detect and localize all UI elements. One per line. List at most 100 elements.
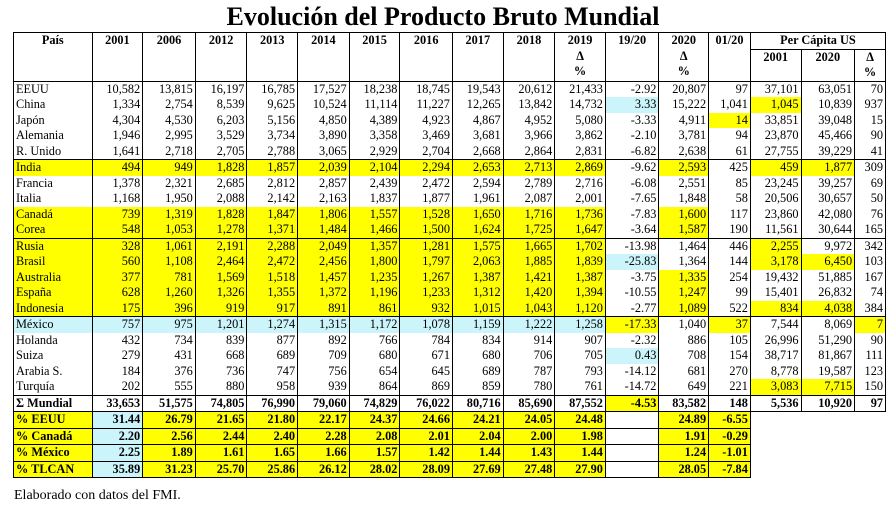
table-cell: 425 (708, 159, 751, 176)
table-row: Francia 1,378 2,321 2,685 2,812 2,857 2,439 2,4… (13, 175, 886, 191)
table-cell: 26,832 (800, 285, 855, 301)
table-cell: 1,267 (399, 269, 453, 285)
country-name: Francia (13, 175, 93, 191)
empty-cell (750, 412, 885, 429)
table-row: Australia 377 781 1,569 1,518 1,457 1,235 1,267… (13, 269, 886, 285)
table-cell: 42,080 (800, 206, 855, 222)
table-cell: 1,647 (554, 222, 606, 238)
table-cell: 12,265 (451, 97, 504, 113)
table-cell: 2,864 (502, 143, 555, 160)
table-cell: 1,201 (194, 316, 247, 333)
country-name: Rusia (13, 237, 93, 254)
table-cell: 932 (399, 300, 453, 317)
table-cell: 1,500 (399, 222, 453, 238)
table-cell: 81,867 (800, 348, 855, 364)
table-cell: 747 (246, 363, 298, 379)
table-cell: 22.17 (297, 411, 350, 429)
table-cell: 780 (502, 379, 555, 395)
column-header: 2001 (91, 32, 143, 81)
table-cell: 1.42 (399, 444, 453, 462)
table-cell: 3,178 (749, 254, 802, 270)
table-cell: 11,561 (749, 222, 802, 238)
table-cell: 2,039 (297, 159, 350, 176)
table-cell: 6,203 (194, 112, 247, 128)
table-cell: 739 (91, 206, 143, 222)
table-cell: 4,530 (142, 112, 196, 128)
table-row: EEUU 10,582 13,815 16,197 16,785 17,527 18,238… (13, 80, 886, 97)
table-cell: 1.65 (246, 444, 298, 462)
column-header: 2018 (502, 32, 555, 81)
table-cell: 279 (91, 348, 143, 364)
table-cell: 28.02 (348, 460, 400, 478)
table-cell: 5,080 (554, 112, 606, 128)
table-cell: 1,847 (246, 206, 298, 222)
table-cell: 2.56 (142, 427, 196, 445)
table-cell: 705 (554, 348, 606, 364)
table-cell: 2,087 (502, 191, 555, 207)
table-cell: 13,815 (142, 80, 196, 97)
table-cell: 2,439 (348, 175, 400, 191)
table-cell: 2,812 (246, 175, 298, 191)
table-cell: 1,387 (554, 269, 606, 285)
table-cell: 2,321 (142, 175, 196, 191)
table-cell: 2,472 (246, 254, 298, 270)
table-cell: 861 (348, 300, 400, 317)
table-cell: 494 (91, 159, 143, 176)
table-cell: 17,527 (297, 80, 350, 97)
table-cell: 975 (142, 316, 196, 333)
table-cell: 1,877 (399, 191, 453, 207)
table-cell: 6,450 (800, 254, 855, 270)
table-cell: 2,705 (194, 143, 247, 160)
per-capita-year-header: 2001 (749, 49, 802, 65)
table-cell: 105 (708, 332, 751, 348)
table-cell: 24.21 (451, 411, 504, 429)
table-cell: 1,281 (399, 237, 453, 254)
table-cell: 13,842 (502, 97, 555, 113)
table-cell: 11,227 (399, 97, 453, 113)
table-cell: 1,528 (399, 206, 453, 222)
table-cell: 645 (399, 363, 453, 379)
world-total-row: Σ Mundial 33,653 51,575 74,805 76,990 79,060 7… (13, 394, 886, 412)
table-row: Corea 548 1,053 1,278 1,371 1,484 1,466 1,500 1,… (13, 222, 886, 238)
table-cell: 5,536 (749, 394, 802, 412)
table-cell: 1,159 (451, 316, 504, 333)
table-cell: 377 (91, 269, 143, 285)
table-cell: 1,053 (142, 222, 196, 238)
table-cell: 76,022 (399, 394, 453, 412)
share-row: % Canadá 2.20 2.56 2.44 2.40 2.28 2.08 2.01 2.04… (13, 427, 886, 445)
table-cell: 2.04 (451, 427, 504, 445)
table-cell: 864 (348, 379, 400, 395)
table-cell: 1,569 (194, 269, 247, 285)
table-cell: 1,312 (451, 285, 504, 301)
table-cell: 4,867 (451, 112, 504, 128)
table-cell: 21.65 (194, 411, 247, 429)
table-cell: 2.25 (91, 444, 143, 462)
table-cell: 94 (708, 128, 751, 144)
table-row: Arabia S. 184 376 736 747 756 654 645 689 787 793-… (13, 363, 886, 379)
column-header: 2019 Δ% (554, 32, 606, 81)
table-cell: 958 (246, 379, 298, 395)
table-cell: 1,078 (399, 316, 453, 333)
table-cell: 1,484 (297, 222, 350, 238)
table-cell: 2,713 (502, 159, 555, 176)
header-row: País 2001 2006 2012 2013 2014 2015 2016 2017 2018… (13, 32, 886, 81)
table-cell: 681 (658, 363, 709, 379)
table-cell: 839 (194, 332, 247, 348)
table-cell: 1,877 (800, 159, 855, 176)
table-cell: 3,966 (502, 128, 555, 144)
table-cell: 949 (142, 159, 196, 176)
column-header: 2006 (142, 32, 196, 81)
table-cell: 709 (297, 348, 350, 364)
table-cell: 2,716 (554, 175, 606, 191)
country-name: Indonesia (13, 300, 93, 317)
table-cell: 19,587 (800, 363, 855, 379)
per-capita-blank (749, 65, 802, 81)
table-cell: 2,456 (297, 254, 350, 270)
table-cell: 103 (854, 254, 886, 270)
table-cell: 15,401 (749, 285, 802, 301)
table-cell: -3.64 (604, 222, 659, 238)
table-row: Alemania 1,946 2,995 3,529 3,734 3,890 3,358 3,… (13, 128, 886, 144)
table-row: México 757 975 1,201 1,274 1,315 1,172 1,078 1,1… (13, 316, 886, 333)
table-cell: 190 (708, 222, 751, 238)
table-cell: 1,800 (348, 254, 400, 270)
